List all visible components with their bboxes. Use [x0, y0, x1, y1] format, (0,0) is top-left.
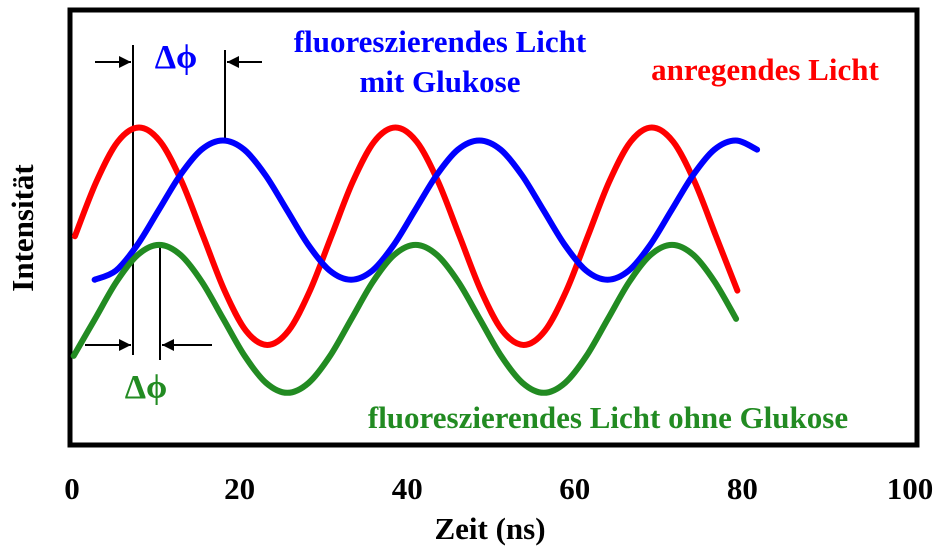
series-line: [71, 124, 741, 348]
y-axis-label: Intensität: [5, 164, 40, 292]
x-tick-label: 40: [392, 471, 423, 506]
series-label: anregendes Licht: [651, 52, 879, 87]
x-tick-label: 20: [224, 471, 255, 506]
phase-label: Δϕ: [155, 39, 198, 76]
phase-label: Δϕ: [125, 369, 168, 406]
phase-markers: [85, 45, 262, 360]
series-label: fluoreszierendes Licht mit Glukose: [293, 24, 587, 99]
x-tick-label: 100: [887, 471, 934, 506]
series-label: fluoreszierendes Licht ohne Glukose: [367, 400, 849, 435]
plot-frame: [67, 7, 920, 448]
x-axis-label: Zeit (ns): [434, 511, 545, 546]
x-tick-label: 80: [727, 471, 758, 506]
x-tick-label: 60: [559, 471, 590, 506]
series-line: [70, 241, 740, 396]
x-tick-label: 0: [64, 471, 80, 506]
series-line: [91, 137, 761, 283]
